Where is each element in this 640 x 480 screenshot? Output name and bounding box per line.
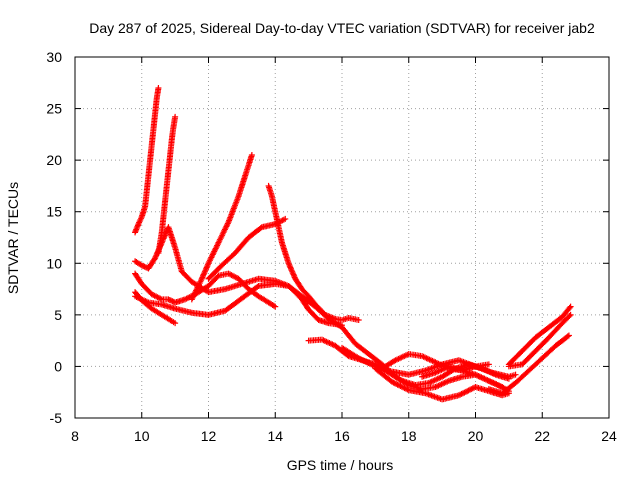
data-point-markers bbox=[505, 311, 574, 370]
x-tick-label: 8 bbox=[71, 428, 79, 444]
x-tick-label: 18 bbox=[401, 428, 417, 444]
tick-labels: 8 10 12 14 16 18 20 22 24 -5 0 5 10 15 20 25 30 bbox=[46, 49, 617, 444]
x-tick-label: 12 bbox=[201, 428, 217, 444]
x-tick-label: 14 bbox=[267, 428, 283, 444]
grid bbox=[75, 57, 609, 418]
series-track-a bbox=[132, 84, 162, 236]
x-tick-label: 10 bbox=[134, 428, 150, 444]
data-point-markers bbox=[188, 151, 255, 303]
x-tick-label: 16 bbox=[334, 428, 350, 444]
data-point-markers bbox=[485, 332, 572, 397]
series-track-i bbox=[132, 280, 512, 395]
series-track-q bbox=[505, 311, 574, 370]
y-tick-label: 10 bbox=[46, 255, 62, 271]
data-point-markers bbox=[132, 84, 162, 236]
y-tick-label: 30 bbox=[46, 49, 62, 65]
chart-title: Day 287 of 2025, Sidereal Day-to-day VTE… bbox=[89, 20, 595, 36]
series-track-f bbox=[265, 182, 362, 324]
y-tick-label: -5 bbox=[50, 410, 63, 426]
series-track-o bbox=[485, 332, 572, 397]
series-layer bbox=[132, 84, 574, 403]
data-point-markers bbox=[132, 280, 512, 395]
y-tick-label: 0 bbox=[54, 358, 62, 374]
x-tick-label: 20 bbox=[468, 428, 484, 444]
x-tick-label: 22 bbox=[534, 428, 550, 444]
plot-frame bbox=[74, 56, 610, 419]
y-tick-label: 15 bbox=[46, 204, 62, 220]
data-point-markers bbox=[132, 270, 279, 310]
y-tick-label: 5 bbox=[54, 307, 62, 323]
data-point-markers bbox=[419, 363, 506, 391]
y-tick-label: 25 bbox=[46, 101, 62, 117]
series-track-d bbox=[188, 151, 255, 303]
y-axis-label: SDTVAR / TECUs bbox=[5, 182, 21, 294]
data-point-markers bbox=[265, 182, 362, 324]
series-track-g bbox=[132, 270, 279, 310]
series-track-n bbox=[419, 363, 506, 391]
x-axis-label: GPS time / hours bbox=[287, 457, 394, 473]
y-tick-label: 20 bbox=[46, 152, 62, 168]
x-tick-label: 24 bbox=[601, 428, 617, 444]
